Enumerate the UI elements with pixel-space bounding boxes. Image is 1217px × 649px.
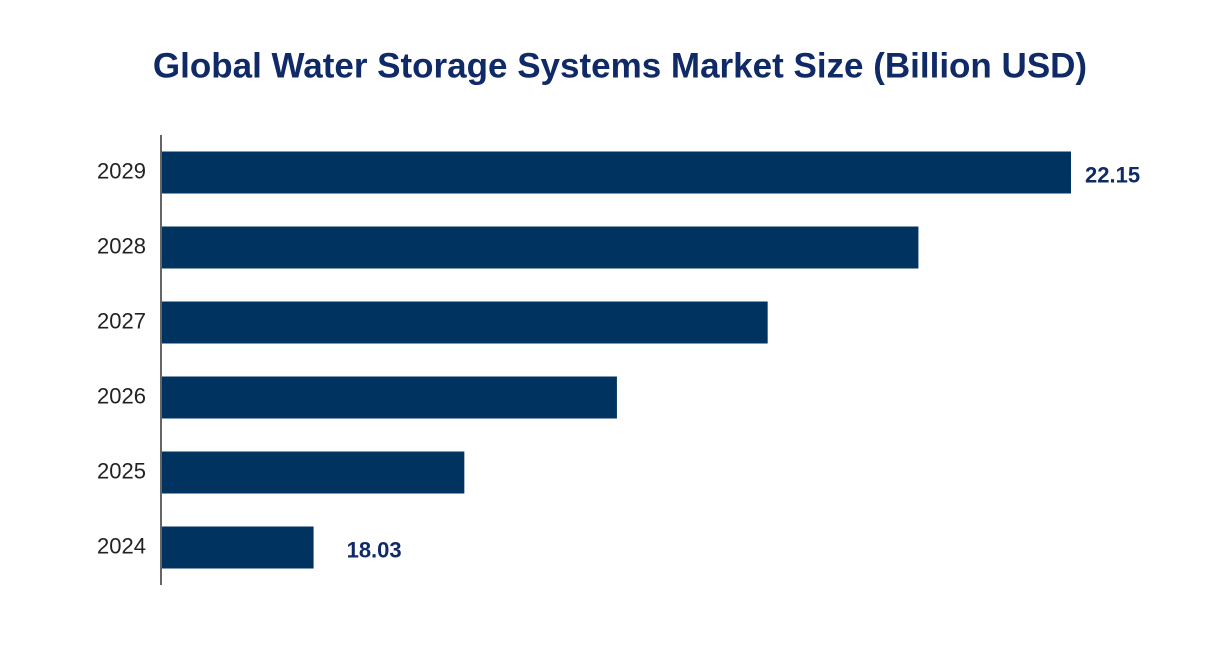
bar (162, 226, 919, 269)
y-tick-label: 2025 (97, 458, 146, 483)
data-label: 22.15 (1085, 162, 1140, 187)
chart-title: Global Water Storage Systems Market Size… (153, 46, 1087, 85)
y-tick-label: 2026 (97, 383, 146, 408)
data-label: 18.03 (347, 537, 402, 562)
y-tick-label: 2029 (97, 158, 146, 183)
bar (162, 376, 617, 419)
y-tick-label: 2027 (97, 308, 146, 333)
bar (162, 451, 465, 494)
bar (162, 301, 768, 344)
y-tick-label: 2024 (97, 533, 146, 558)
bar (162, 526, 314, 569)
bar (162, 151, 1071, 194)
y-tick-label: 2028 (97, 233, 146, 258)
